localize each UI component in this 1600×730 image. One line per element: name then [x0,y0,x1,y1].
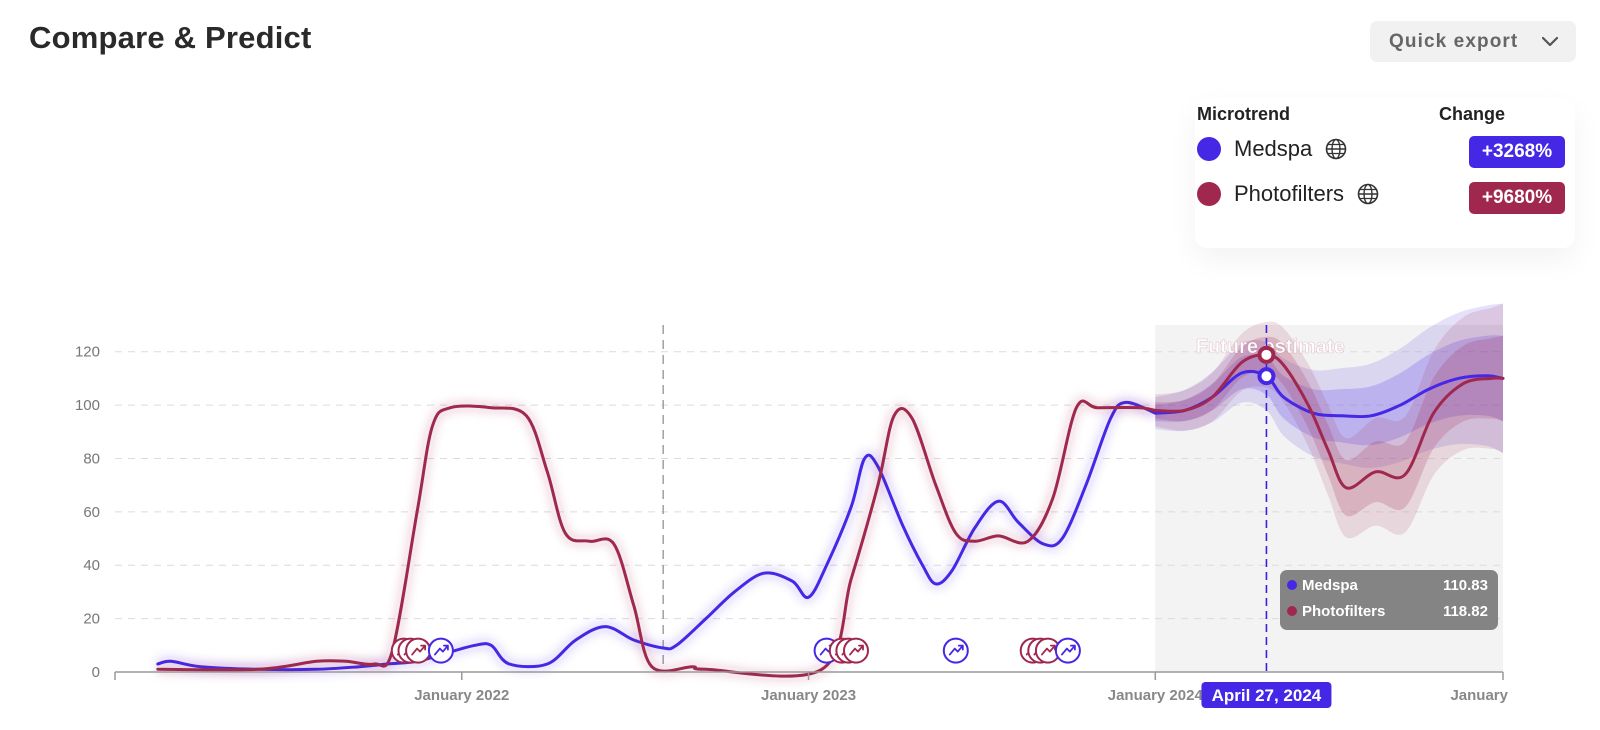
event-marker[interactable] [1054,637,1081,664]
tooltip-series-name: Medspa [1302,577,1359,594]
y-tick-label: 80 [83,450,100,467]
y-tick-label: 20 [83,611,100,628]
hover-point [1257,345,1276,364]
tooltip-dot [1287,580,1297,590]
tooltip-dot [1287,606,1297,616]
globe-icon [1325,138,1347,160]
change-badge-photofilters: +9680% [1469,182,1565,214]
series-forecast-line[interactable] [1153,353,1505,490]
y-tick-label: 40 [83,557,100,574]
chevron-down-icon [1541,36,1559,47]
x-tick-label: January 2024 [1108,687,1204,704]
legend-item-photofilters[interactable]: Photofilters [1197,179,1379,209]
y-tick-label: 120 [75,344,100,361]
legend-item-medspa[interactable]: Medspa [1197,134,1347,164]
page-title: Compare & Predict [29,20,312,55]
legend-item-label: Medspa [1234,136,1313,161]
microtrend-header: Microtrend [1197,104,1291,124]
series-color-dot [1197,137,1221,161]
tooltip-box [1280,570,1498,630]
y-tick-label: 0 [92,664,100,681]
y-tick-label: 60 [83,504,100,521]
forecast-band-outer [1155,303,1503,468]
y-tick-label: 100 [75,397,100,414]
x-tick-label: January [1450,687,1508,704]
tooltip-value: 118.82 [1443,603,1488,620]
trend-icon [411,644,427,656]
change-badge-medspa: +3268% [1469,136,1565,168]
legend-item-label: Photofilters [1234,181,1345,206]
event-marker[interactable] [942,637,969,664]
tooltip-value: 110.83 [1443,577,1488,594]
event-marker[interactable] [427,637,454,664]
quick-export-button[interactable]: Quick export [1370,21,1576,62]
series-line[interactable] [156,399,1157,678]
legend-panel: Microtrend Change Medspa +3268% Photofil… [1195,98,1575,248]
quick-export-label: Quick export [1389,30,1519,52]
trend-icon [1041,644,1056,656]
x-tick-label: January 2023 [761,687,856,704]
trend-icon [1061,644,1076,656]
event-marker[interactable] [843,637,869,664]
trend-icon [948,644,964,656]
tooltip-series-name: Photofilters [1302,603,1385,620]
x-tick-label: January 2022 [414,687,509,704]
event-marker[interactable] [405,637,432,664]
trend-icon [433,644,449,656]
globe-icon [1357,183,1379,205]
trend-icon [849,644,864,656]
change-header: Change [1439,104,1506,124]
forecast-band-inner [1155,335,1503,517]
hover-point [1257,367,1276,386]
hover-date-pill [1201,682,1332,708]
series-color-dot [1197,182,1221,206]
hover-date-label: April 27, 2024 [1212,686,1322,705]
